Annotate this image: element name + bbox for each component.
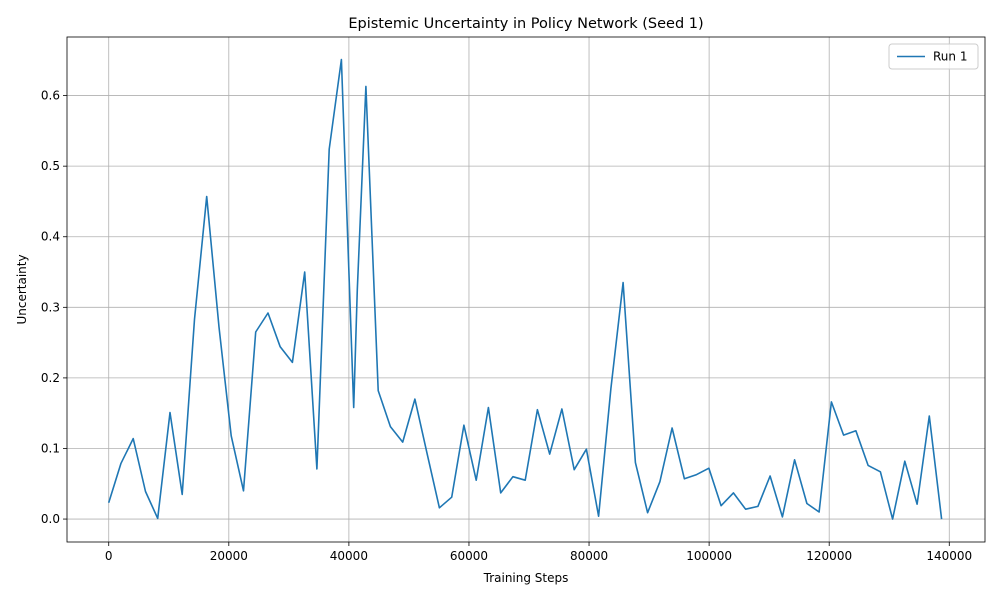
legend-box: [888, 43, 979, 70]
y-tick-label: 0.1: [41, 441, 60, 455]
x-tick-label: 0: [105, 549, 113, 563]
y-tick-label: 0.3: [41, 300, 60, 314]
x-axis-label: Training Steps: [483, 571, 569, 585]
x-tick-label: 120000: [806, 549, 852, 563]
chart-title: Epistemic Uncertainty in Policy Network …: [348, 16, 703, 32]
x-tick-label: 80000: [570, 549, 608, 563]
legend-label: Run 1: [933, 50, 967, 64]
y-tick-label: 0.2: [41, 371, 60, 385]
x-tick-label: 40000: [330, 549, 368, 563]
y-axis-label: Uncertainty: [15, 254, 29, 324]
series-line-run-1: [107, 58, 943, 520]
x-tick-label: 60000: [450, 549, 488, 563]
plot-area-frame: [66, 36, 986, 543]
axis-ticks: 0 20000 40000 60000 80000 100000 120000 140000 0…: [41, 89, 972, 563]
x-tick-label: 100000: [686, 549, 732, 563]
y-tick-label: 0.0: [41, 512, 60, 526]
y-tick-label: 0.5: [41, 159, 60, 173]
legend: Run 1: [888, 43, 979, 70]
series-layer: [107, 58, 943, 520]
x-tick-label: 20000: [210, 549, 248, 563]
grid: [67, 37, 985, 542]
x-tick-label: 140000: [926, 549, 972, 563]
y-tick-label: 0.4: [41, 230, 60, 244]
y-tick-label: 0.6: [41, 89, 60, 103]
